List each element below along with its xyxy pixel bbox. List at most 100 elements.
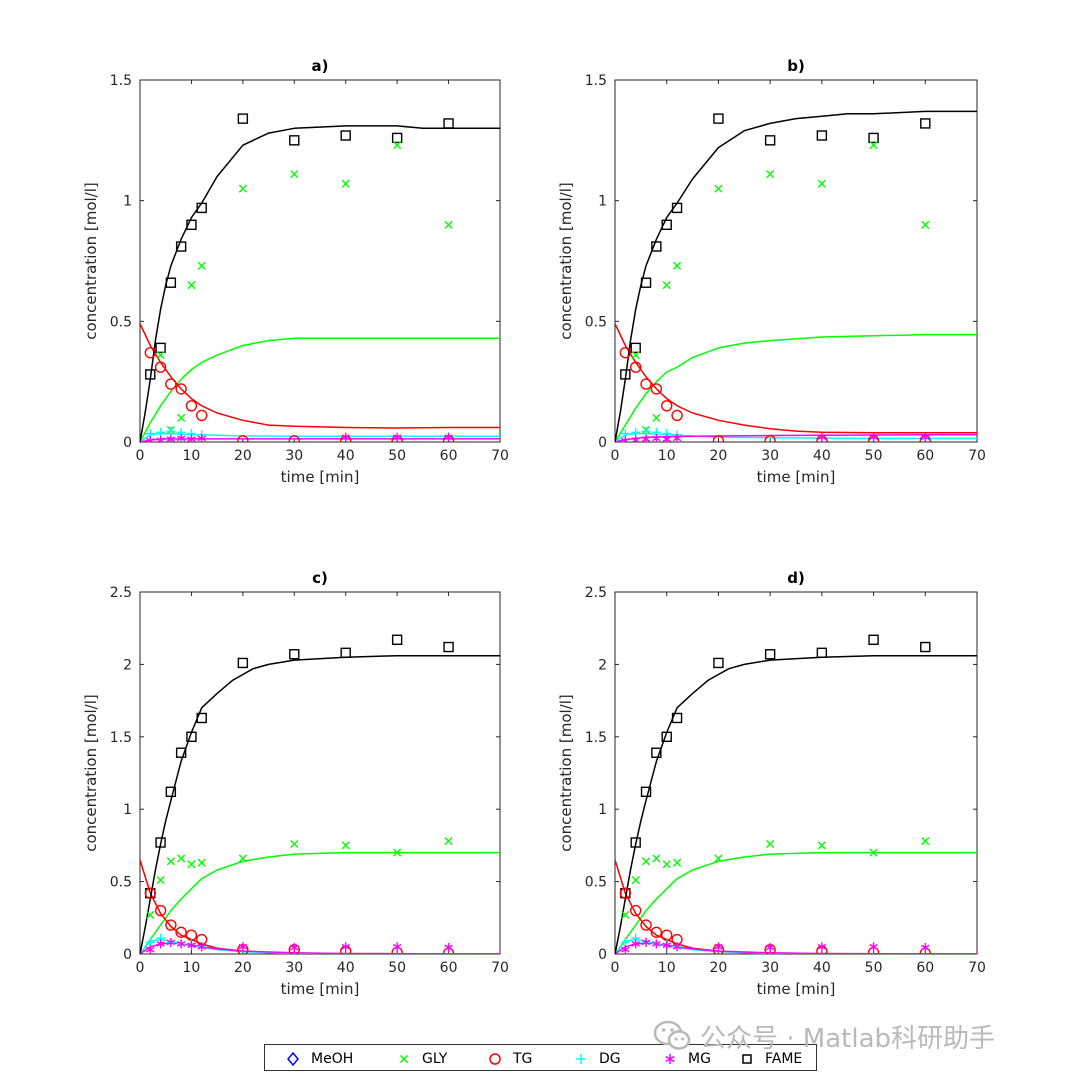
legend-item-tg: TG [483,1045,532,1072]
data-point-fame [920,118,931,129]
data-point-fame [868,132,879,144]
y-tick-label: 1.5 [110,73,132,89]
data-point-mg [341,432,350,442]
data-point-gly [444,836,453,846]
data-point-fame [165,277,177,288]
y-tick-label: 0.5 [585,875,607,891]
data-point-tg [185,400,198,412]
model-line-fame [140,125,500,442]
data-point-gly [714,854,723,863]
data-point-mg [176,433,186,442]
data-point-fame [620,369,631,380]
x-marker-icon [399,1054,409,1063]
plot-data [615,110,977,442]
data-point-gly [652,413,661,422]
data-point-mg [869,432,878,442]
data-point-gly [621,910,630,919]
data-point-gly [290,839,299,849]
watermark-text: 公众号 · Matlab科研助手 [700,1023,996,1054]
data-point-gly [672,858,682,867]
panel-c: 0 10 20 30 40 50 60 70 0 0.5 1 1.5 2 2.5 c) time [min] c… [82,569,509,998]
data-point-fame [237,657,249,669]
data-point-tg [629,904,642,917]
data-point-gly [869,848,878,857]
series-points-tg [619,887,931,954]
y-axis-label: concentration [mol/l] [557,694,575,852]
x-tick-label: 0 [611,960,620,976]
x-tick-label: 50 [388,960,406,976]
data-point-tg [154,904,167,917]
legend-item-dg: DG [569,1045,621,1072]
data-point-dg [631,427,641,437]
model-line-fame [615,654,977,954]
y-tick-label: 2 [598,657,607,673]
axes-box [139,591,501,955]
model-line-mg [615,942,977,954]
y-axis-label: concentration [mol/l] [82,694,100,852]
model-line-fame [140,654,500,954]
data-point-mg [341,942,350,952]
data-point-tg [288,435,300,442]
x-axis-label: time [min] [757,468,836,486]
data-point-gly [766,170,775,179]
y-tick-label: 0 [598,435,607,451]
data-point-tg [619,887,632,899]
data-point-mg [290,942,299,952]
legend-item-meoh: MeOH [281,1045,353,1072]
data-point-gly [817,179,826,188]
data-point-mg [631,435,640,442]
y-tick-label: 0 [123,947,132,963]
data-point-fame [145,369,156,380]
y-tick-label: 1 [123,194,132,210]
model-line-tg [140,323,500,429]
data-point-mg [156,435,165,442]
series-points-fame [620,113,931,380]
x-tick-label: 30 [761,448,779,464]
data-point-mg [187,940,196,950]
x-tick-label: 70 [491,960,509,976]
legend-label-tg: TG [513,1050,533,1067]
data-point-mg [921,432,930,442]
wechat-icon [653,1020,691,1050]
data-point-fame [391,132,403,144]
data-point-tg [144,887,156,899]
data-point-tg [619,347,632,359]
data-point-fame [186,731,197,742]
data-point-tg [661,929,673,941]
series-points-fame [620,634,931,899]
data-point-gly [662,281,671,290]
x-tick-label: 30 [761,960,779,976]
data-point-tg [671,409,683,422]
data-point-fame [175,747,187,758]
data-point-fame [443,118,454,129]
axes-box [139,79,501,443]
data-point-dg [166,426,176,436]
data-point-fame [340,130,351,141]
series-points-dg [145,426,207,440]
data-point-gly [393,141,402,150]
y-tick-label: 1 [598,802,607,818]
data-point-mg [392,942,402,952]
series-points-fame [145,113,454,380]
legend-item-mg: MG [658,1045,711,1072]
data-point-fame [640,277,652,288]
data-point-mg [672,433,682,442]
data-point-mg [765,942,775,952]
data-point-fame [651,241,662,252]
data-point-mg [176,939,186,949]
y-tick-label: 1.5 [110,730,132,746]
watermark: 公众号 · Matlab科研助手 [652,1016,995,1056]
data-point-tg [640,378,652,390]
data-point-mg [641,434,651,442]
x-tick-label: 70 [968,960,986,976]
data-point-mg [444,942,453,952]
panel-d: 0 10 20 30 40 50 60 70 0 0.5 1 1.5 2 2.5 d) time [min] c… [557,569,986,998]
x-tick-label: 50 [865,960,883,976]
data-point-mg [662,434,671,442]
data-point-mg [392,432,402,442]
data-point-fame [289,649,300,660]
data-point-fame [196,712,207,724]
panel-a: 0 10 20 30 40 50 60 70 0 0.5 1 1.5 a) time [min] conce… [82,57,509,486]
data-point-fame [671,712,683,724]
data-point-mg [714,942,723,952]
